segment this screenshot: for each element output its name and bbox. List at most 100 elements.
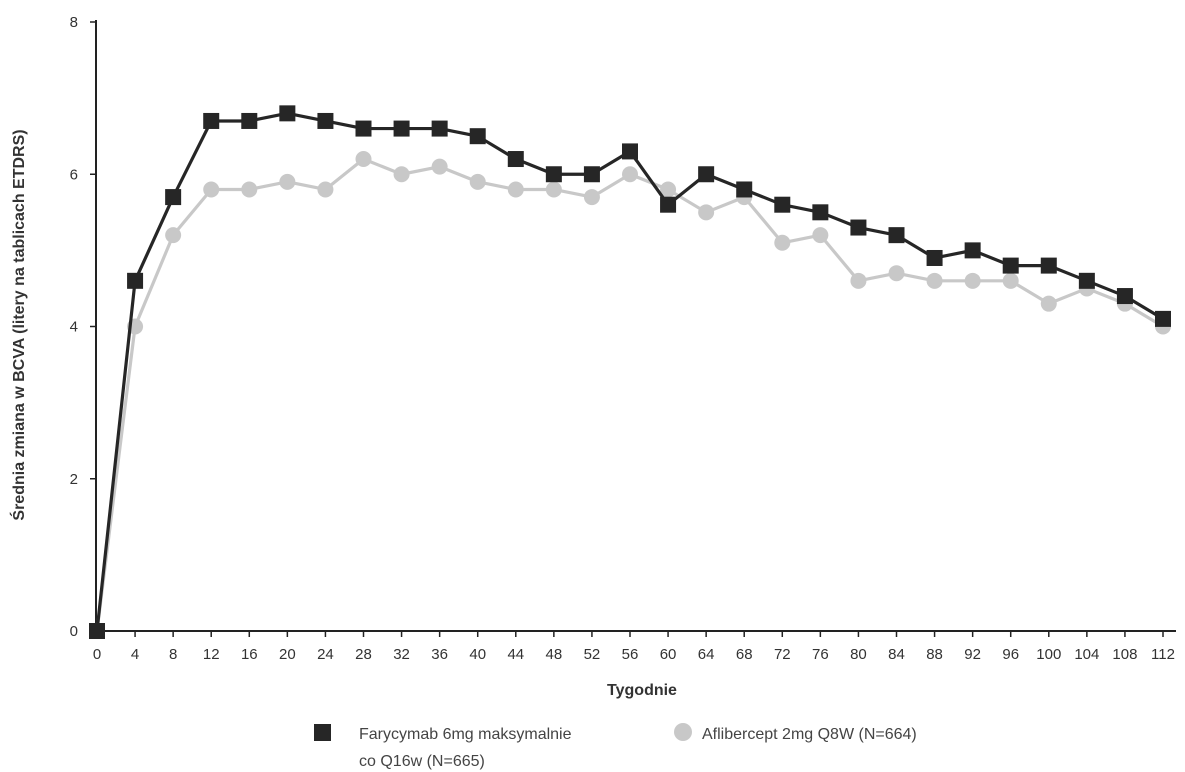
data-point-square xyxy=(127,272,144,289)
data-point-circle xyxy=(812,227,829,244)
data-point-circle xyxy=(317,181,334,198)
data-point-circle xyxy=(926,272,943,289)
data-point-square xyxy=(698,166,715,183)
data-point-square xyxy=(888,227,905,244)
data-point-circle xyxy=(774,234,791,251)
data-point-square xyxy=(165,189,182,206)
data-point-square xyxy=(1002,257,1019,274)
x-tick-label: 44 xyxy=(507,646,524,663)
data-point-square xyxy=(279,105,296,122)
x-tick-label: 88 xyxy=(926,646,943,663)
data-point-circle xyxy=(279,173,296,190)
x-tick-label: 100 xyxy=(1036,646,1061,663)
data-point-square xyxy=(926,249,943,266)
data-point-square xyxy=(583,166,600,183)
x-tick-label: 76 xyxy=(812,646,829,663)
x-tick-label: 112 xyxy=(1151,646,1175,663)
data-point-circle xyxy=(431,158,448,175)
data-point-circle xyxy=(203,181,220,198)
x-tick-label: 64 xyxy=(698,646,715,663)
x-tick-label: 96 xyxy=(1002,646,1019,663)
x-tick-label: 48 xyxy=(546,646,563,663)
x-tick-label: 80 xyxy=(850,646,867,663)
data-point-circle xyxy=(660,181,677,198)
data-point-square xyxy=(660,196,677,213)
data-point-square xyxy=(812,204,829,221)
y-tick-label: 4 xyxy=(70,319,78,336)
legend-item-farycymab: Farycymab 6mg maksymalnie co Q16w (N=665) xyxy=(314,724,572,770)
legend-item-aflibercept: Aflibercept 2mg Q8W (N=664) xyxy=(674,723,917,743)
y-tick-label: 8 xyxy=(70,14,78,31)
data-point-circle xyxy=(1040,295,1057,312)
y-tick-label: 0 xyxy=(70,623,78,640)
data-point-circle xyxy=(545,181,562,198)
legend-marker-square xyxy=(314,724,331,741)
data-point-square xyxy=(89,623,105,639)
data-point-square xyxy=(774,196,791,213)
x-tick-label: 36 xyxy=(431,646,448,663)
x-tick-label: 72 xyxy=(774,646,791,663)
x-tick-label: 20 xyxy=(279,646,296,663)
data-point-square xyxy=(736,181,753,198)
legend-label-line: co Q16w (N=665) xyxy=(359,753,485,770)
data-point-square xyxy=(355,120,372,137)
x-tick-label: 108 xyxy=(1112,646,1137,663)
legend-label-line: Farycymab 6mg maksymalnie xyxy=(359,726,572,743)
data-point-circle xyxy=(583,189,600,206)
y-tick-label: 2 xyxy=(70,471,78,488)
data-point-square xyxy=(1040,257,1057,274)
data-point-circle xyxy=(165,227,182,244)
x-tick-label: 32 xyxy=(393,646,410,663)
data-point-square xyxy=(203,112,220,129)
data-point-square xyxy=(964,242,981,259)
legend: Farycymab 6mg maksymalnie co Q16w (N=665)… xyxy=(314,723,917,770)
series-farycymab xyxy=(89,105,1171,639)
legend-label-line: Aflibercept 2mg Q8W (N=664) xyxy=(702,726,917,743)
y-axis-ticks: 0 2 4 6 8 xyxy=(70,14,96,640)
series-layer xyxy=(89,105,1171,639)
x-tick-label: 68 xyxy=(736,646,753,663)
data-point-square xyxy=(1116,288,1133,305)
x-axis-title: Tygodnie xyxy=(607,682,677,699)
data-point-circle xyxy=(1002,272,1019,289)
x-tick-label: 92 xyxy=(964,646,981,663)
data-point-square xyxy=(507,151,524,168)
data-point-circle xyxy=(888,265,905,282)
data-point-square xyxy=(1155,310,1171,327)
data-point-circle xyxy=(622,166,638,183)
data-point-square xyxy=(469,128,486,145)
x-tick-label: 104 xyxy=(1074,646,1099,663)
data-point-circle xyxy=(355,151,372,168)
axes xyxy=(95,20,1176,632)
x-tick-label: 16 xyxy=(241,646,258,663)
legend-marker-circle xyxy=(674,723,692,741)
x-tick-label: 40 xyxy=(469,646,486,663)
data-point-square xyxy=(545,166,562,183)
x-tick-label: 52 xyxy=(584,646,601,663)
y-axis-title: Średnia zmiana w BCVA (litery na tablica… xyxy=(9,129,28,520)
x-tick-label: 56 xyxy=(622,646,639,663)
x-tick-label: 8 xyxy=(169,646,177,663)
data-point-circle xyxy=(698,204,715,221)
x-tick-label: 0 xyxy=(93,646,101,663)
y-tick-label: 6 xyxy=(70,166,78,183)
data-point-square xyxy=(317,112,334,129)
x-axis-ticks: 0 4 8 12 16 20 24 28 32 36 40 44 48 52 56 60 64 68 72 76 80 8… xyxy=(93,631,1175,663)
data-point-circle xyxy=(241,181,258,198)
x-tick-label: 84 xyxy=(888,646,905,663)
data-point-square xyxy=(1078,272,1095,289)
data-point-circle xyxy=(469,173,486,190)
data-point-circle xyxy=(850,272,867,289)
data-point-square xyxy=(393,120,410,137)
data-point-square xyxy=(622,143,638,160)
data-point-square xyxy=(850,219,867,236)
x-tick-label: 28 xyxy=(355,646,372,663)
x-tick-label: 12 xyxy=(203,646,220,663)
x-tick-label: 60 xyxy=(660,646,677,663)
data-point-circle xyxy=(507,181,524,198)
series-aflibercept xyxy=(89,151,1171,639)
x-tick-label: 24 xyxy=(317,646,334,663)
data-point-circle xyxy=(964,272,981,289)
data-point-square xyxy=(241,112,258,129)
